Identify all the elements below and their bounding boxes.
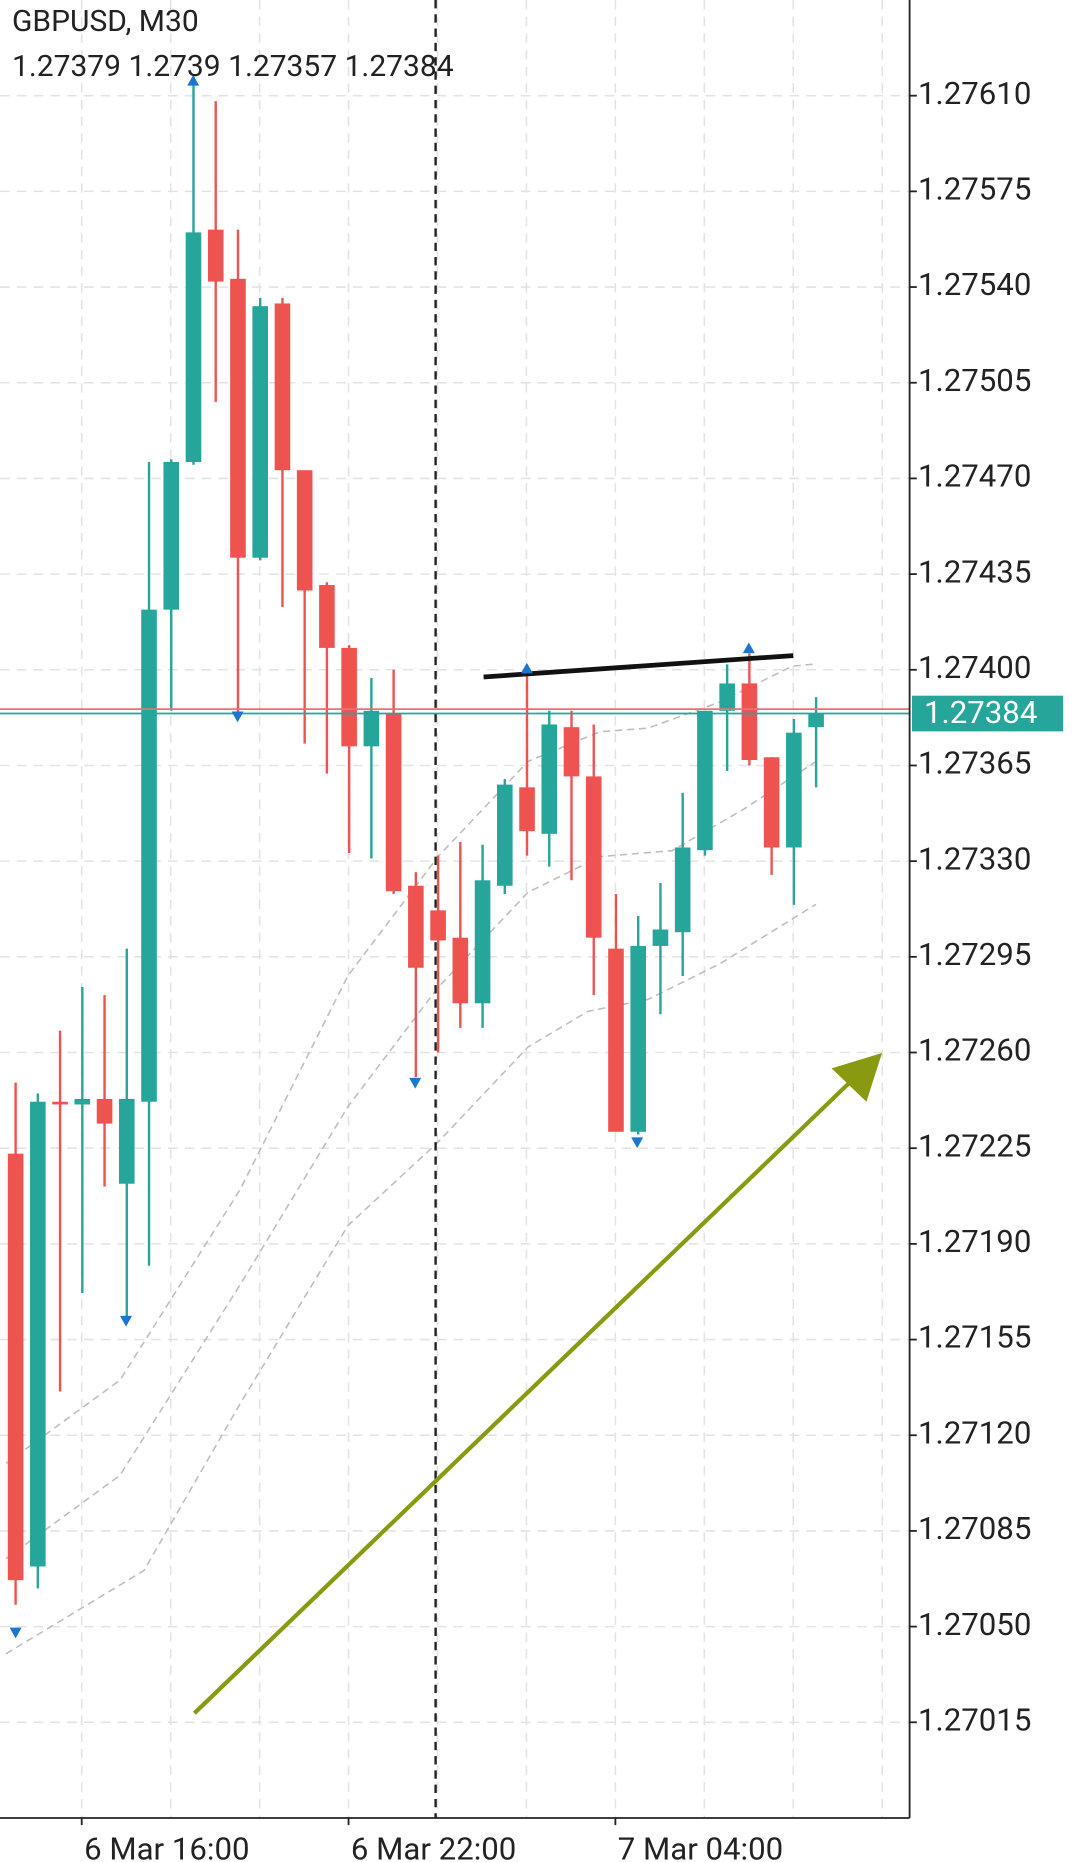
ohlc-header: 1.27379 1.2739 1.27357 1.27384	[12, 49, 454, 84]
y-tick-label: 1.27365	[918, 745, 1031, 782]
y-tick-label: 1.27540	[918, 266, 1031, 303]
candle-body	[341, 647, 357, 747]
x-tick-label: 6 Mar 22:00	[351, 1831, 516, 1862]
fractal-down	[631, 1137, 644, 1149]
chart-title: GBPUSD, M30	[12, 4, 199, 39]
y-tick-label: 1.27610	[918, 75, 1031, 112]
candle-body	[163, 462, 180, 610]
candle-body	[808, 713, 824, 728]
candle-body	[608, 948, 624, 1132]
ohlc-close: 1.27384	[345, 49, 454, 84]
candle-body	[185, 232, 202, 463]
candle-body	[408, 885, 424, 968]
candle-body	[52, 1101, 68, 1105]
arrow-shaft	[192, 1076, 856, 1715]
candles	[7, 76, 824, 1605]
candle-body	[763, 757, 780, 848]
y-tick-label: 1.27190	[918, 1223, 1031, 1260]
x-axis: 6 Mar 16:00 6 Mar 22:00 7 Mar 04:00	[80, 1817, 783, 1862]
grid	[0, 0, 910, 1818]
candle-body	[74, 1098, 91, 1105]
candle-body	[719, 683, 735, 711]
y-tick-label: 1.27085	[918, 1510, 1031, 1547]
fractals	[9, 74, 755, 1639]
arrow-head	[831, 1052, 882, 1102]
y-tick-label: 1.27505	[918, 362, 1031, 399]
candle-body	[430, 910, 446, 941]
candle-body	[252, 306, 268, 558]
candle-body	[207, 229, 224, 282]
y-tick-label: 1.27575	[918, 171, 1031, 208]
trend-line	[483, 653, 794, 680]
lower-band	[5, 903, 817, 1655]
candle-body	[563, 727, 580, 777]
candle-body	[474, 880, 491, 1004]
y-axis: 1.27610 1.27575 1.27540 1.27505 1.27470 1.274…	[909, 75, 1031, 1739]
x-tick-label: 7 Mar 04:00	[618, 1831, 783, 1862]
candle-body	[541, 724, 558, 834]
candle-body	[674, 847, 691, 933]
candle-body	[118, 1098, 135, 1184]
candle-body	[630, 945, 647, 1132]
fractal-up	[742, 642, 755, 654]
y-tick-label: 1.27225	[918, 1127, 1031, 1164]
fractal-down	[120, 1315, 132, 1327]
candle-body	[7, 1153, 24, 1581]
arrow	[192, 1052, 882, 1715]
y-tick-label: 1.27015	[918, 1702, 1031, 1739]
y-tick-label: 1.27050	[918, 1606, 1031, 1643]
candle-body	[30, 1101, 46, 1567]
fractal-down	[409, 1077, 422, 1089]
candle-body	[697, 710, 713, 851]
y-tick-label: 1.27435	[918, 553, 1031, 590]
y-tick-label: 1.27470	[918, 458, 1031, 495]
candle-body	[141, 609, 157, 1102]
candle-body	[452, 937, 469, 1004]
candle-body	[385, 713, 402, 892]
candle-body	[296, 470, 313, 591]
y-tick-label: 1.27155	[918, 1319, 1031, 1356]
fractal-up	[520, 662, 533, 674]
y-tick-label: 1.27260	[918, 1032, 1031, 1069]
ohlc-high: 1.2739	[128, 49, 220, 84]
candle-body	[652, 929, 669, 946]
candle-body	[585, 776, 602, 938]
ohlc-open: 1.27379	[12, 49, 121, 84]
price-box	[912, 695, 1064, 732]
candle-body	[519, 787, 535, 832]
fractal-down	[231, 711, 244, 723]
candle-body	[274, 303, 291, 471]
candle-body	[786, 732, 802, 848]
candle-body	[230, 278, 246, 558]
candle-body	[96, 1098, 113, 1124]
fractal-up	[187, 74, 200, 86]
candle-body	[741, 683, 758, 760]
ohlc-low: 1.27357	[228, 49, 337, 84]
y-tick-label: 1.27400	[918, 649, 1031, 686]
fractal-down	[9, 1627, 22, 1639]
y-tick-label: 1.27330	[918, 840, 1031, 877]
y-tick-label: 1.27120	[918, 1415, 1031, 1452]
candle-body	[319, 585, 335, 648]
y-tick-label: 1.27295	[918, 936, 1031, 973]
candle-body	[363, 710, 380, 747]
price-label: 1.27384	[924, 694, 1037, 731]
x-tick-label: 6 Mar 16:00	[84, 1831, 249, 1862]
candle-body	[496, 784, 513, 886]
